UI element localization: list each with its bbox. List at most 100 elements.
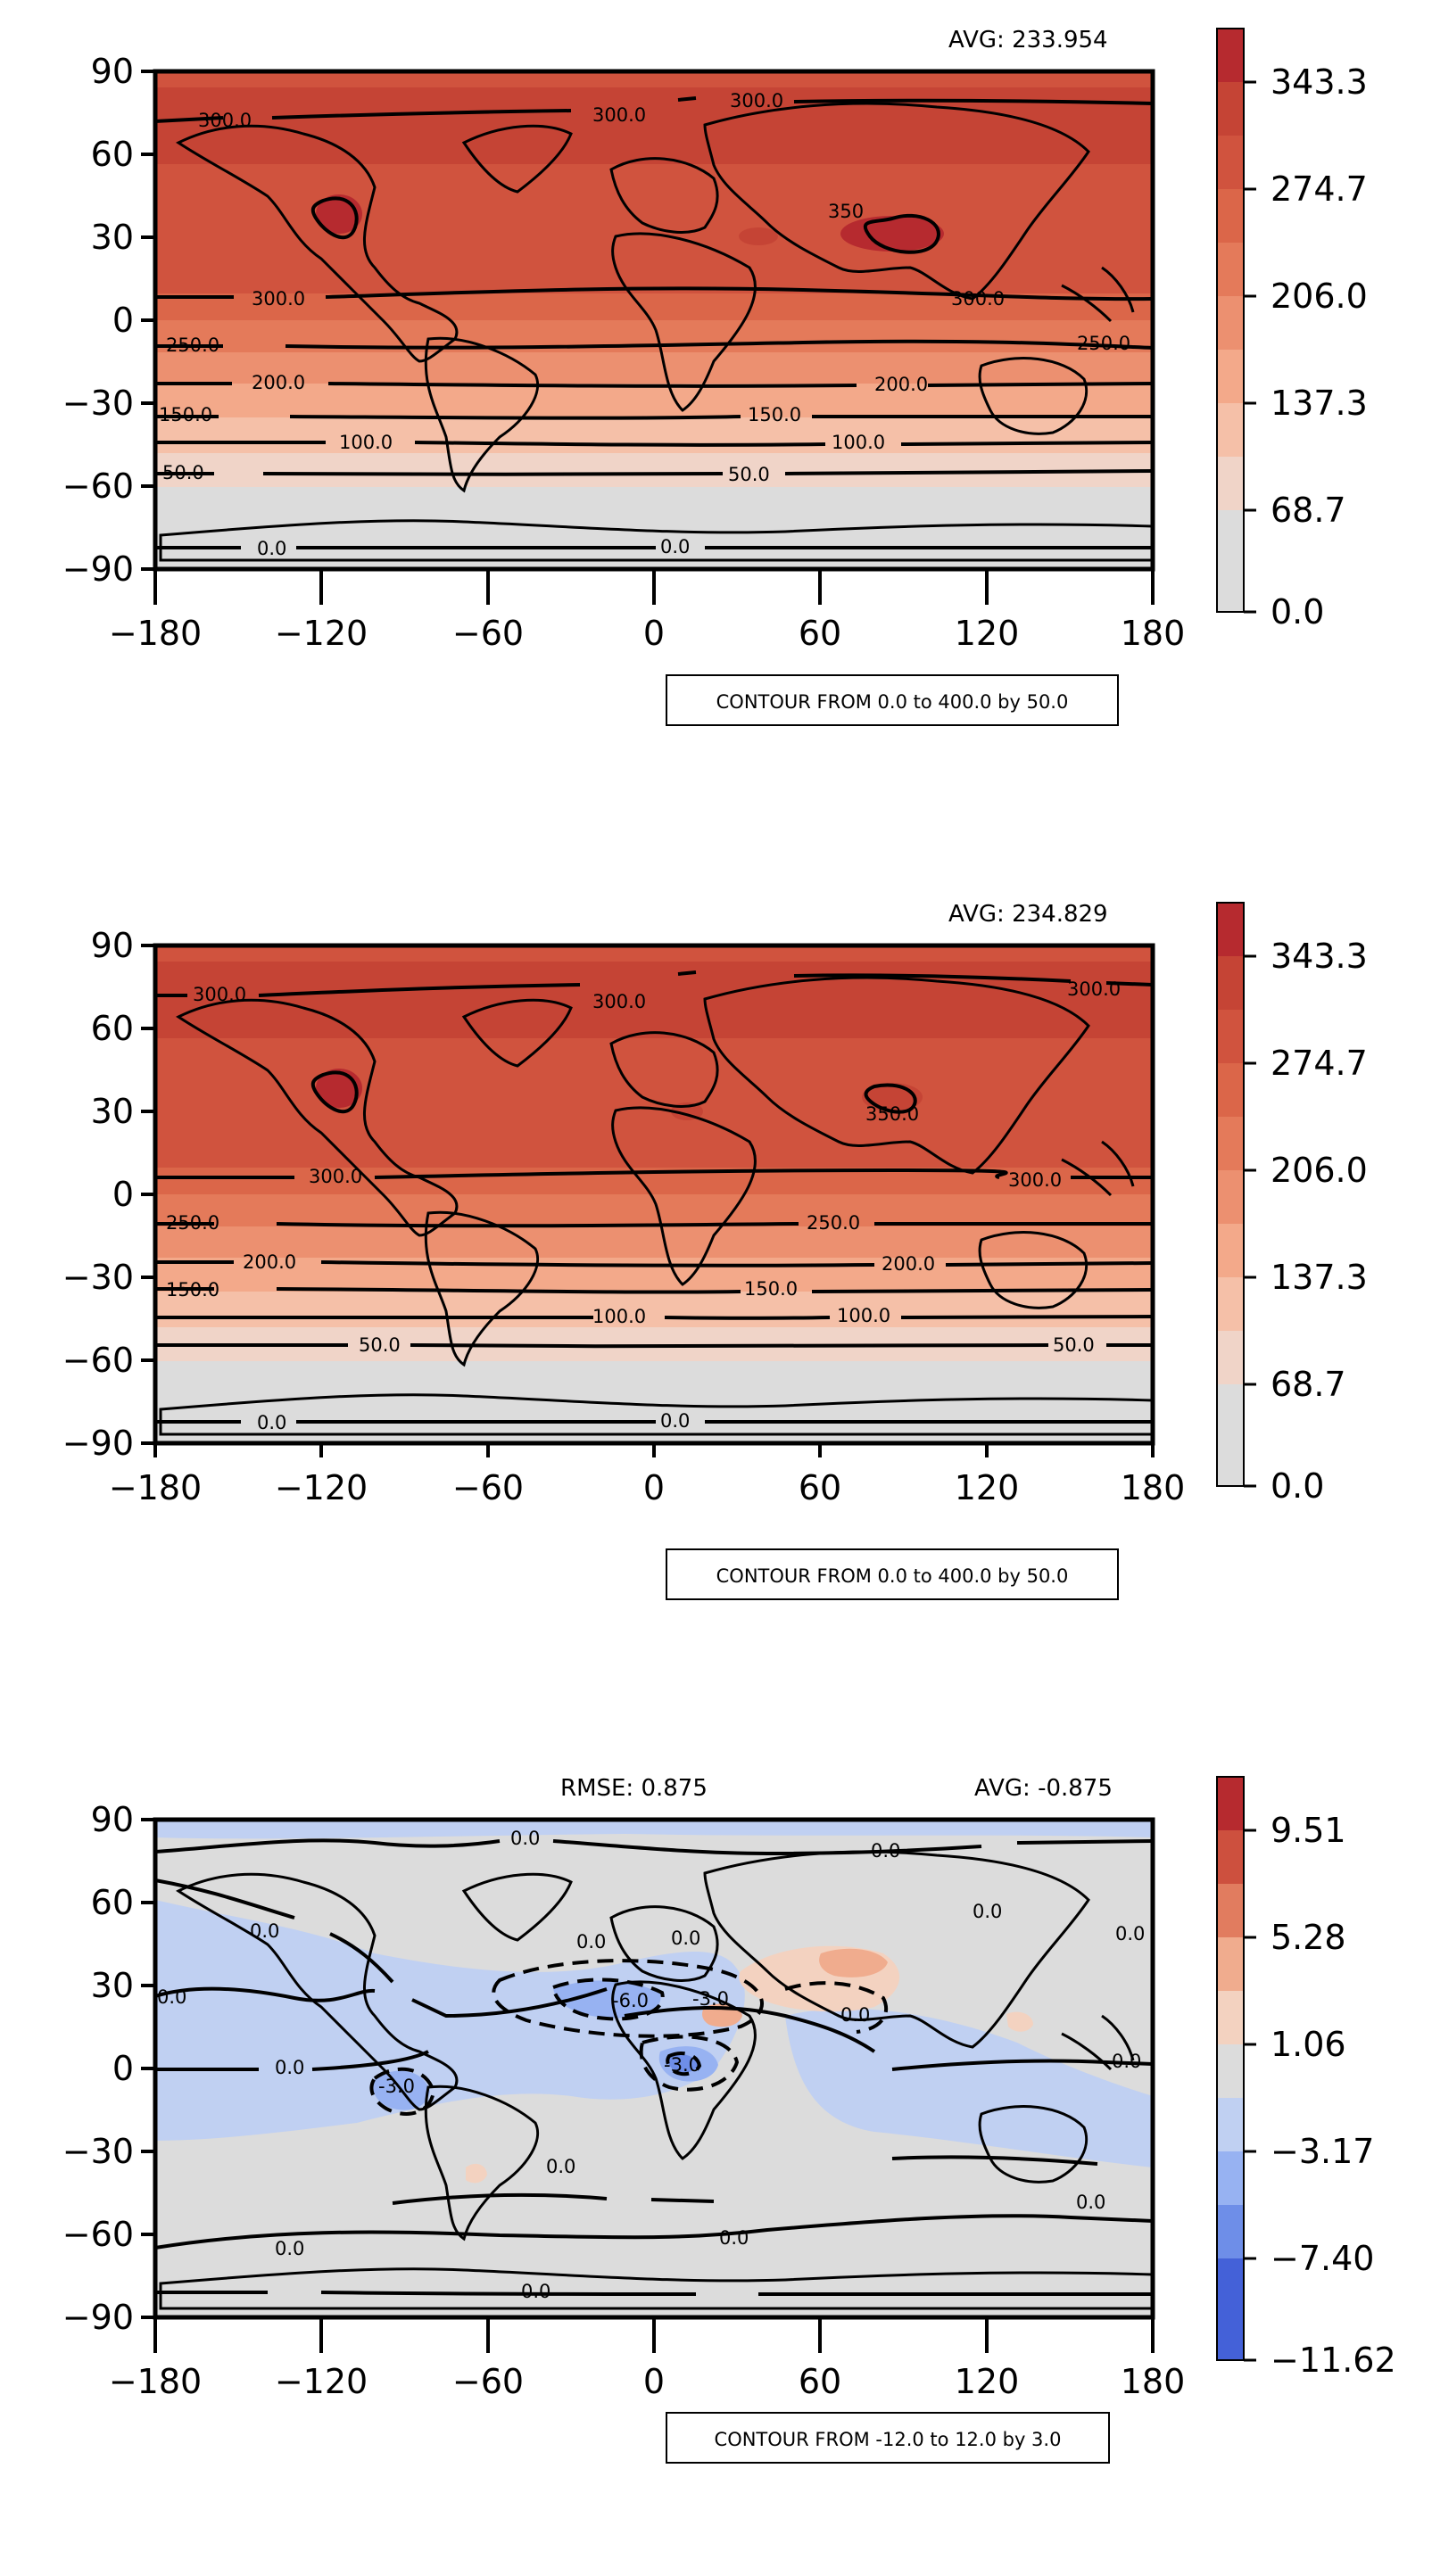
coastline — [978, 1231, 1088, 1309]
map-figure: 0.0 0.0 0.0 0.0 0.0 0.0 0.0 0.0 0.0 0.0 … — [141, 1776, 1256, 2362]
colorbar-tick-label: 9.51 — [1271, 1811, 1346, 1850]
y-tick-label: −30 — [62, 2132, 134, 2171]
cool-area — [155, 1900, 745, 2141]
contour-label: 350.0 — [865, 1103, 919, 1125]
contour-label: 200.0 — [874, 374, 928, 395]
colorbar-tick-label: 274.7 — [1271, 169, 1368, 209]
contour-line — [784, 1981, 889, 2034]
negative-contours — [369, 1959, 889, 2116]
contour-label: 200.0 — [882, 1253, 935, 1275]
y-tick-label: 90 — [90, 1800, 134, 1839]
band — [155, 1361, 1153, 1443]
y-tick-label: −60 — [62, 1341, 134, 1380]
band — [155, 962, 1153, 1038]
band — [155, 1226, 1153, 1258]
contour-line — [310, 196, 359, 240]
contour-label: 50.0 — [359, 1334, 401, 1356]
contour-line — [639, 2035, 740, 2092]
contour-label: 250.0 — [1077, 333, 1130, 354]
contour-line — [155, 441, 1154, 447]
y-tick-label: −90 — [62, 2298, 134, 2337]
colorbar-cell — [1217, 1777, 1244, 1830]
contour-label: 0.0 — [157, 1986, 186, 2008]
colorbar-tick-label: 343.3 — [1271, 62, 1368, 102]
contour-label: 0.0 — [660, 536, 690, 557]
coastline — [611, 1106, 757, 1286]
coastline — [703, 976, 1090, 1175]
field-bands — [155, 71, 1153, 569]
coastline — [978, 2105, 1088, 2184]
contour-line — [624, 2005, 1154, 2071]
contour-line — [154, 1878, 608, 2019]
contour-label: 0.0 — [250, 1920, 279, 1942]
y-ticks — [141, 944, 155, 1445]
y-tick-label: −90 — [62, 549, 134, 589]
contour-line — [154, 1986, 376, 2002]
contour-line — [155, 1343, 1153, 1349]
cool-area — [155, 1820, 1153, 1839]
x-tick-label: −120 — [274, 2362, 368, 2401]
colorbar-tick-label: 0.0 — [1271, 1466, 1325, 1506]
colorbar-cell — [1217, 1331, 1244, 1384]
contour-label: 300.0 — [730, 90, 783, 111]
colorbar-cell — [1217, 457, 1244, 510]
colorbar-cell — [1217, 2044, 1244, 2098]
contour-label: 0.0 — [546, 2156, 575, 2177]
contour-label: 0.0 — [1115, 1923, 1145, 1944]
y-tick-label: −30 — [62, 384, 134, 423]
cool-area — [553, 1980, 661, 2019]
coastline — [703, 102, 1090, 301]
contour-line — [155, 415, 1153, 420]
coastlines — [159, 102, 1155, 562]
colorbar-cell — [1217, 403, 1244, 457]
contour-line — [155, 1260, 1154, 1267]
contour-label: 0.0 — [671, 1928, 700, 1949]
colorbar-cell — [1217, 1277, 1244, 1331]
x-tick-label: −180 — [108, 614, 203, 653]
colorbar-tick-label: −3.17 — [1271, 2132, 1375, 2171]
contour-label: 0.0 — [257, 1412, 286, 1433]
x-tick-label: −120 — [274, 614, 368, 653]
x-tick-label: −60 — [451, 1468, 525, 1507]
coastline — [176, 998, 459, 1237]
contour-label: 250.0 — [166, 334, 219, 356]
colorbar-cell — [1217, 2098, 1244, 2151]
contour-label: 100.0 — [592, 1306, 646, 1327]
contour-line — [155, 1287, 1154, 1294]
y-tick-label: 30 — [90, 1092, 134, 1131]
colorbar-cell — [1217, 350, 1244, 403]
contour-label: 300.0 — [951, 288, 1005, 310]
hotspot — [739, 227, 778, 245]
contour-label: 0.0 — [257, 538, 286, 559]
warm-area — [1006, 2011, 1033, 2032]
coastline — [461, 124, 573, 194]
colorbar-tick-label: 137.3 — [1271, 384, 1368, 423]
coastline — [609, 1905, 719, 1982]
coastline — [159, 2267, 1155, 2310]
colorbar-cell — [1217, 510, 1244, 612]
y-ticks — [141, 1818, 155, 2319]
y-tick-label: 60 — [90, 135, 134, 174]
contour-label: 50.0 — [162, 462, 204, 483]
contour-line — [154, 96, 1154, 123]
contour-label: 300.0 — [309, 1166, 362, 1187]
colorbar-cell — [1217, 189, 1244, 243]
contour-label: 50.0 — [1053, 1334, 1095, 1356]
contour-line — [155, 970, 1154, 997]
x-tick-label: 60 — [798, 614, 842, 653]
contour-label: 300.0 — [252, 288, 305, 310]
contour-label: -3.0 — [692, 1988, 729, 2010]
contour-label: 0.0 — [521, 2281, 550, 2302]
contour-line — [155, 1168, 1153, 1179]
coastline — [1061, 2014, 1135, 2071]
map-panel-2: AVG: 234.829 — [0, 874, 1432, 1702]
colorbar-frame — [1216, 902, 1245, 1487]
coastline — [978, 357, 1088, 435]
colorbar-cell — [1217, 956, 1244, 1010]
map-panel-3: RMSE: 0.875 AVG: -0.875 — [0, 1748, 1432, 2576]
contour-label: 300.0 — [198, 110, 252, 131]
contour-label: -3.0 — [664, 2054, 700, 2076]
y-tick-label: −90 — [62, 1424, 134, 1463]
colorbar-cell — [1217, 1224, 1244, 1277]
coastline — [1061, 1140, 1135, 1197]
